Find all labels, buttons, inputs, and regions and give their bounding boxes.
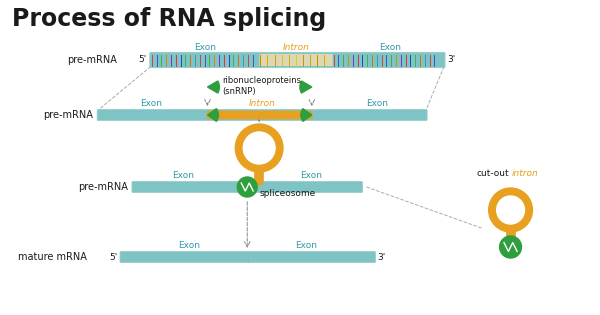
Text: Exon: Exon (295, 242, 317, 250)
FancyBboxPatch shape (97, 110, 427, 121)
Text: cut-out: cut-out (476, 169, 509, 178)
Text: Intron: Intron (263, 110, 290, 119)
Text: ribonucleoproteins
(snRNP): ribonucleoproteins (snRNP) (223, 76, 301, 96)
Text: Exon: Exon (379, 43, 401, 51)
Text: 3': 3' (447, 55, 455, 65)
Text: Intron: Intron (283, 43, 310, 51)
FancyArrow shape (208, 109, 312, 121)
FancyBboxPatch shape (259, 54, 332, 66)
Text: Exon: Exon (300, 171, 322, 180)
Text: spliceosome: spliceosome (259, 190, 316, 198)
FancyBboxPatch shape (150, 53, 445, 67)
Circle shape (237, 177, 257, 197)
Text: 5': 5' (109, 253, 117, 261)
Wedge shape (208, 81, 220, 93)
Wedge shape (300, 81, 312, 93)
Text: 5': 5' (139, 55, 147, 65)
Text: Exon: Exon (140, 100, 161, 108)
Circle shape (500, 236, 521, 258)
Text: mature mRNA: mature mRNA (19, 252, 87, 262)
Text: pre-mRNA: pre-mRNA (78, 182, 128, 192)
FancyBboxPatch shape (120, 251, 376, 262)
Text: Process of RNA splicing: Process of RNA splicing (12, 7, 326, 31)
Circle shape (243, 132, 275, 164)
Circle shape (235, 124, 283, 172)
FancyArrow shape (208, 109, 312, 121)
Circle shape (489, 188, 532, 232)
Text: Exon: Exon (172, 171, 194, 180)
Text: Exon: Exon (194, 43, 216, 51)
Text: pre-mRNA: pre-mRNA (67, 55, 117, 65)
Text: Exon: Exon (366, 100, 388, 108)
Text: pre-mRNA: pre-mRNA (43, 110, 93, 120)
Circle shape (497, 196, 524, 224)
Wedge shape (208, 109, 218, 121)
FancyBboxPatch shape (132, 181, 362, 192)
Text: intron: intron (512, 169, 539, 178)
Text: Intron: Intron (249, 100, 275, 108)
Text: Exon: Exon (178, 242, 200, 250)
Wedge shape (301, 109, 312, 121)
Text: 3': 3' (377, 253, 386, 261)
